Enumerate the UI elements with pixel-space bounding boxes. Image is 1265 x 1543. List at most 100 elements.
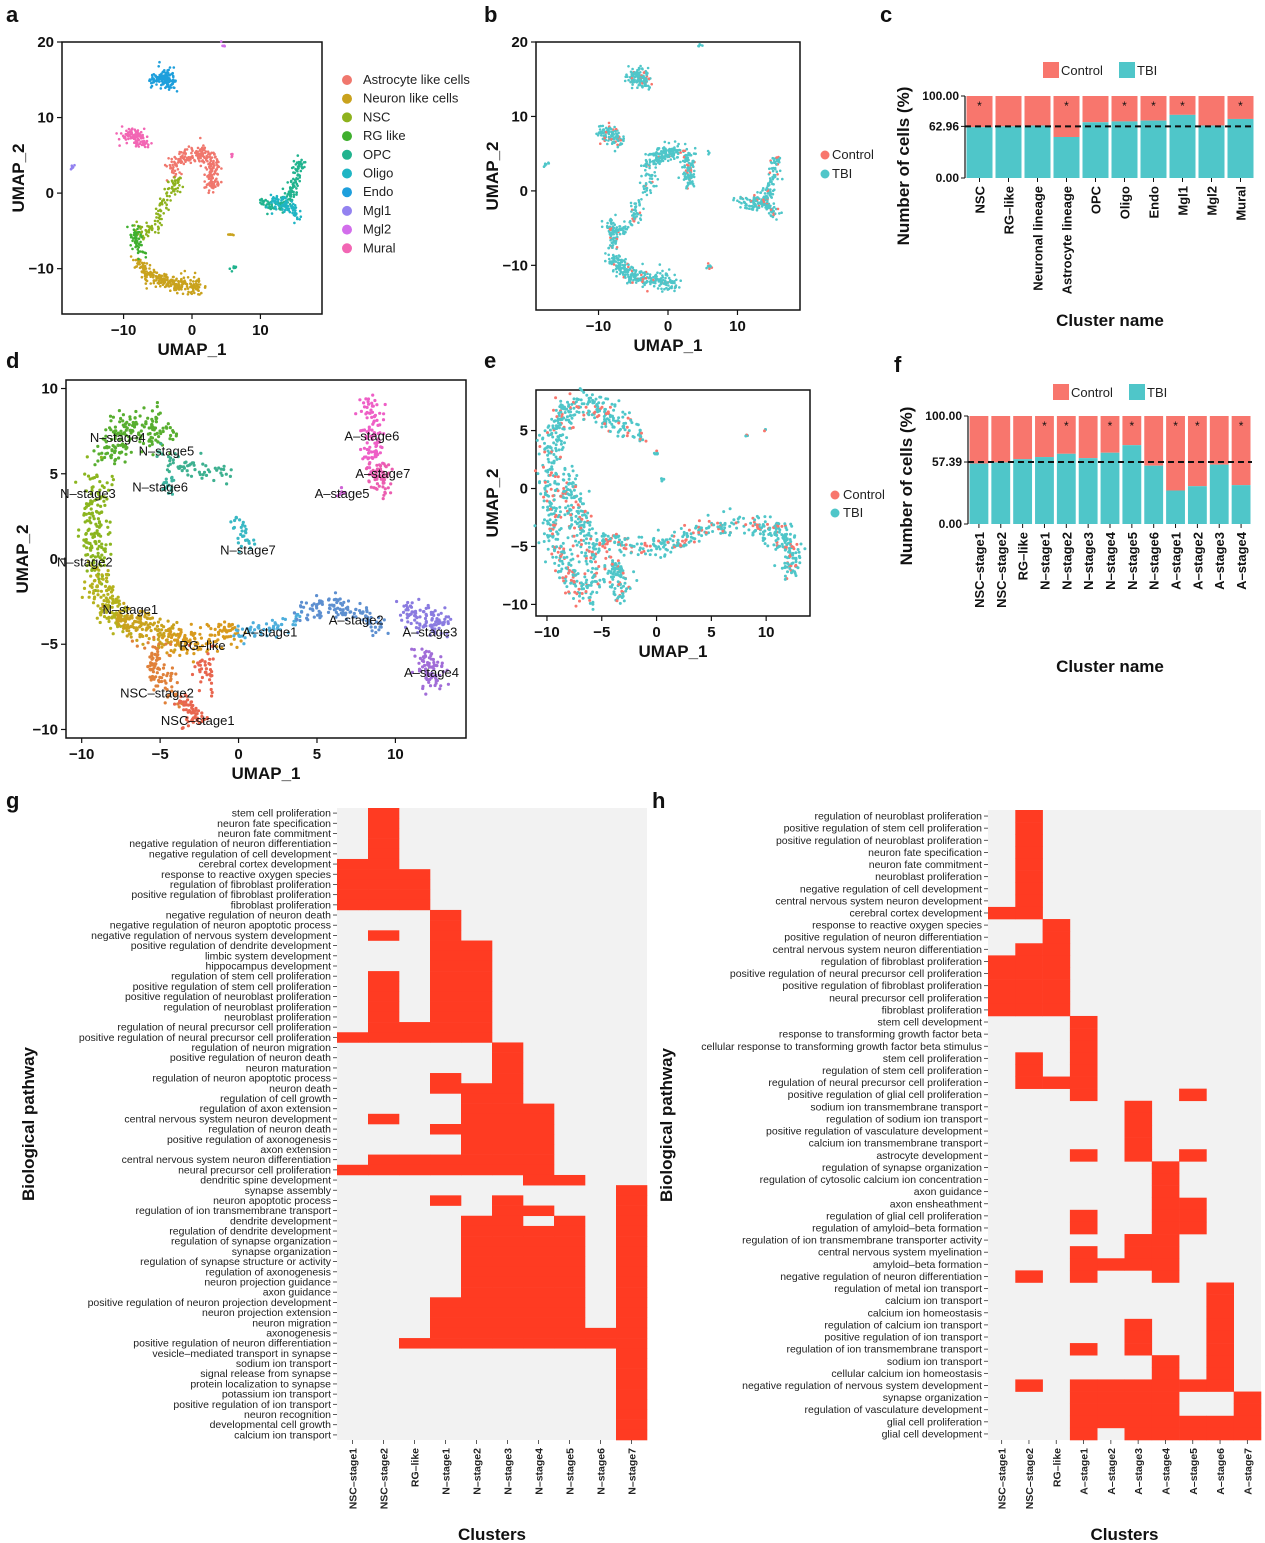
cell-point (615, 264, 618, 268)
cell-point (132, 228, 136, 231)
cell-point (628, 268, 631, 271)
cell-point (157, 435, 161, 439)
x-tick-label: Astrocyte lineage (1060, 186, 1075, 294)
cell-point (648, 273, 652, 276)
cell-point (156, 620, 160, 624)
cell-point (282, 195, 286, 199)
cell-point (632, 213, 636, 217)
cell-point (770, 210, 774, 214)
cell-point (546, 468, 550, 472)
cell-point (196, 287, 199, 291)
legend-label: Mgl1 (363, 203, 391, 218)
cell-point (157, 680, 161, 684)
cell-point (132, 258, 135, 262)
cell-point (655, 275, 658, 278)
cell-point (167, 88, 171, 91)
cell-point (600, 534, 604, 538)
cell-point (277, 203, 281, 207)
cell-point (298, 218, 302, 221)
cell-point (146, 416, 150, 420)
cell-point (594, 397, 598, 401)
cell-point (776, 207, 780, 211)
cluster-label: N–stage5 (139, 444, 195, 459)
cell-point (87, 590, 92, 594)
cell-point (127, 137, 130, 141)
cell-point (689, 163, 693, 166)
cell-point (616, 143, 619, 147)
cell-point (676, 152, 680, 155)
cell-point (568, 474, 571, 478)
cell-point (760, 205, 764, 208)
cell-point (316, 613, 320, 617)
cell-point (293, 171, 297, 175)
bar-panel-c: *NSC RG–like Neuronal lineage*Astrocyte li… (894, 62, 1255, 330)
cell-point (370, 455, 374, 460)
cell-point (203, 186, 206, 189)
cell-point (546, 433, 550, 437)
legend-label: Mural (363, 240, 396, 255)
cell-point (603, 417, 606, 421)
cell-point (158, 73, 161, 77)
cell-point (652, 184, 655, 188)
cell-point (663, 287, 666, 291)
cell-point (630, 71, 634, 75)
cell-point (375, 444, 379, 448)
cell-point (543, 487, 547, 491)
cell-point (170, 191, 173, 194)
cell-point (151, 276, 155, 279)
cell-point (648, 158, 652, 162)
cell-point (590, 393, 594, 397)
bar-control (995, 96, 1022, 127)
cell-point (284, 202, 288, 206)
cell-point (136, 131, 139, 135)
cell-point (138, 260, 141, 264)
cell-point (679, 151, 682, 154)
cell-point (338, 607, 342, 611)
cell-point (648, 163, 651, 167)
cell-point (315, 603, 319, 607)
cell-point (568, 414, 572, 418)
cell-point (297, 167, 300, 170)
cell-point (379, 445, 383, 449)
cell-point (133, 141, 136, 144)
cell-point (137, 230, 141, 234)
cell-point (161, 636, 165, 640)
cell-point (645, 186, 649, 190)
cell-point (167, 73, 171, 76)
cell-point (342, 600, 346, 605)
cell-point (566, 504, 570, 508)
cell-point (170, 72, 173, 76)
cell-point (149, 86, 153, 89)
x-tick-label: 0 (664, 318, 672, 335)
cell-point (183, 269, 187, 273)
cell-point (183, 279, 186, 283)
cell-point (91, 535, 95, 540)
cell-point (612, 408, 616, 412)
cell-point (197, 689, 201, 693)
cell-point (600, 405, 604, 409)
cell-point (116, 595, 120, 599)
cell-point (768, 177, 772, 180)
cell-point (167, 187, 171, 190)
cell-point (368, 445, 372, 449)
cell-point (167, 78, 170, 82)
cell-point (561, 405, 565, 409)
y-tick-label: 0 (520, 481, 528, 498)
cell-point (423, 651, 427, 655)
cell-point (621, 410, 625, 414)
cell-point (266, 212, 269, 216)
cell-point (629, 222, 633, 226)
bar-control (1198, 96, 1225, 126)
cell-point (105, 576, 109, 580)
cell-point (95, 616, 99, 620)
cell-point (626, 431, 630, 435)
cell-point (616, 434, 620, 438)
cell-point (298, 179, 302, 183)
cell-point (592, 557, 596, 561)
cell-point (361, 457, 365, 461)
cell-point (567, 404, 570, 408)
cell-point (157, 65, 160, 68)
cell-point (135, 644, 139, 648)
cell-point (196, 146, 200, 150)
cell-point (111, 585, 115, 589)
